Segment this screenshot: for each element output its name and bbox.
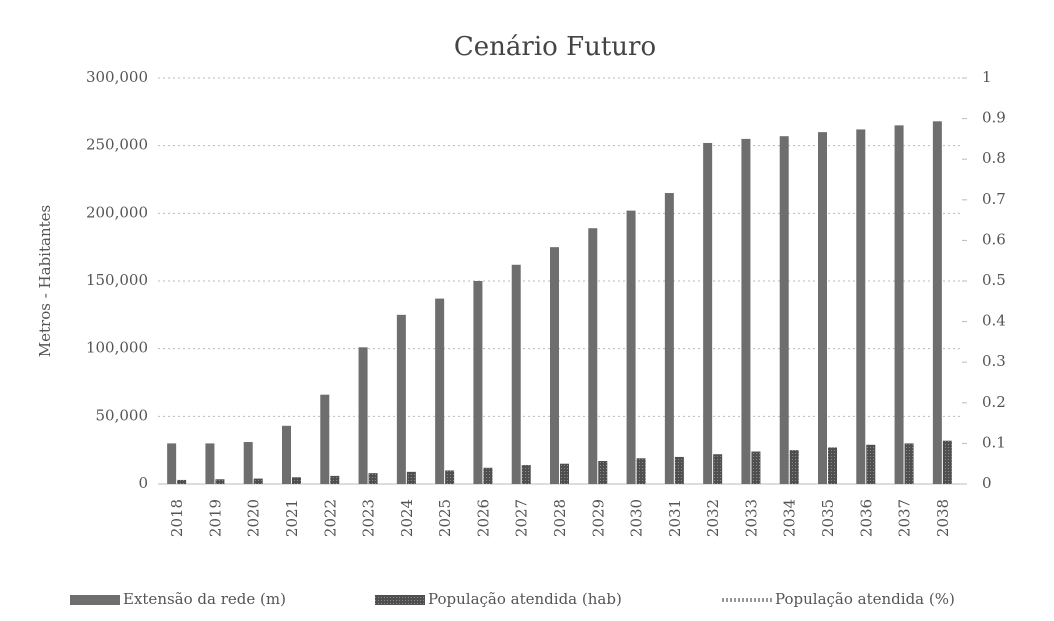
bar bbox=[588, 228, 598, 484]
y-tick-label: 100,000 bbox=[86, 339, 148, 357]
bar bbox=[511, 264, 521, 484]
x-tick-label: 2029 bbox=[589, 499, 607, 537]
bar bbox=[789, 450, 799, 484]
y2-tick-label: 0.9 bbox=[982, 109, 1006, 127]
legend-label: População atendida (%) bbox=[775, 590, 955, 608]
y2-tick-label: 0.4 bbox=[982, 312, 1006, 330]
x-tick-label: 2025 bbox=[436, 499, 454, 537]
x-tick-label: 2022 bbox=[321, 499, 339, 537]
bar bbox=[445, 470, 455, 484]
y-tick-label: 50,000 bbox=[96, 406, 149, 424]
x-tick-label: 2037 bbox=[896, 499, 914, 537]
y2-tick-label: 0.6 bbox=[982, 230, 1006, 248]
bar bbox=[521, 465, 531, 484]
bar bbox=[205, 443, 215, 484]
bar bbox=[703, 142, 713, 484]
x-tick-label: 2034 bbox=[781, 499, 799, 537]
bar bbox=[942, 440, 952, 484]
bar bbox=[664, 193, 674, 485]
bar bbox=[713, 454, 723, 484]
bar bbox=[292, 477, 301, 484]
y2-tick-label: 0.2 bbox=[982, 393, 1006, 411]
bar bbox=[243, 442, 253, 484]
x-tick-label: 2019 bbox=[206, 499, 224, 537]
bar bbox=[320, 394, 330, 484]
x-tick-label: 2036 bbox=[857, 499, 875, 537]
y2-tick-label: 0.3 bbox=[982, 352, 1006, 370]
bar bbox=[406, 471, 416, 484]
x-tick-label: 2030 bbox=[628, 499, 646, 537]
bar bbox=[368, 473, 378, 484]
bar bbox=[828, 447, 837, 484]
x-tick-label: 2028 bbox=[551, 499, 569, 537]
bar bbox=[779, 136, 789, 484]
bar bbox=[330, 475, 340, 484]
x-tick-label: 2033 bbox=[742, 499, 760, 537]
x-tick-label: 2021 bbox=[283, 499, 301, 537]
bar bbox=[674, 456, 684, 484]
y2-tick-label: 0 bbox=[982, 474, 992, 492]
y2-tick-label: 0.5 bbox=[982, 271, 1006, 289]
y2-tick-label: 1 bbox=[982, 68, 992, 86]
x-tick-label: 2031 bbox=[666, 499, 684, 537]
bar bbox=[550, 247, 559, 484]
bar bbox=[818, 132, 827, 484]
bar bbox=[751, 451, 761, 484]
y-tick-label: 0 bbox=[138, 474, 148, 492]
y2-tick-label: 0.1 bbox=[982, 433, 1006, 451]
x-tick-label: 2020 bbox=[245, 499, 263, 537]
bar bbox=[856, 129, 866, 484]
bar bbox=[282, 425, 291, 484]
bar bbox=[932, 121, 942, 484]
x-tick-label: 2032 bbox=[704, 499, 722, 537]
bar bbox=[177, 479, 187, 484]
bar bbox=[741, 138, 751, 484]
y-tick-label: 300,000 bbox=[86, 68, 148, 86]
bar bbox=[396, 314, 406, 484]
x-tick-label: 2035 bbox=[819, 499, 837, 537]
y-tick-label: 200,000 bbox=[86, 203, 148, 221]
y2-tick-label: 0.8 bbox=[982, 149, 1006, 167]
x-tick-label: 2027 bbox=[513, 499, 531, 537]
bar bbox=[626, 210, 636, 485]
chart-title: Cenário Futuro bbox=[454, 32, 656, 62]
bar bbox=[473, 281, 483, 484]
x-tick-label: 2026 bbox=[474, 499, 492, 537]
x-tick-label: 2018 bbox=[168, 499, 186, 537]
y-tick-label: 150,000 bbox=[86, 271, 148, 289]
y-axis-label: Metros - Habitantes bbox=[36, 205, 54, 357]
bar bbox=[598, 460, 608, 484]
bar bbox=[483, 467, 493, 484]
bar bbox=[167, 443, 177, 484]
bar bbox=[358, 347, 368, 484]
legend-swatch bbox=[70, 595, 120, 605]
legend-label: Extensão da rede (m) bbox=[123, 590, 286, 608]
bar bbox=[904, 443, 914, 484]
x-tick-label: 2038 bbox=[934, 499, 952, 537]
bar bbox=[866, 444, 876, 484]
bar bbox=[636, 458, 646, 484]
y-tick-label: 250,000 bbox=[86, 136, 148, 154]
bar bbox=[894, 125, 904, 484]
bar bbox=[560, 463, 569, 484]
y2-tick-label: 0.7 bbox=[982, 190, 1006, 208]
legend-label: População atendida (hab) bbox=[428, 590, 622, 608]
x-tick-label: 2023 bbox=[360, 499, 378, 537]
bar bbox=[435, 298, 445, 484]
legend-swatch bbox=[375, 595, 425, 605]
bar bbox=[215, 479, 225, 484]
x-tick-label: 2024 bbox=[398, 499, 416, 537]
bar bbox=[253, 478, 263, 484]
